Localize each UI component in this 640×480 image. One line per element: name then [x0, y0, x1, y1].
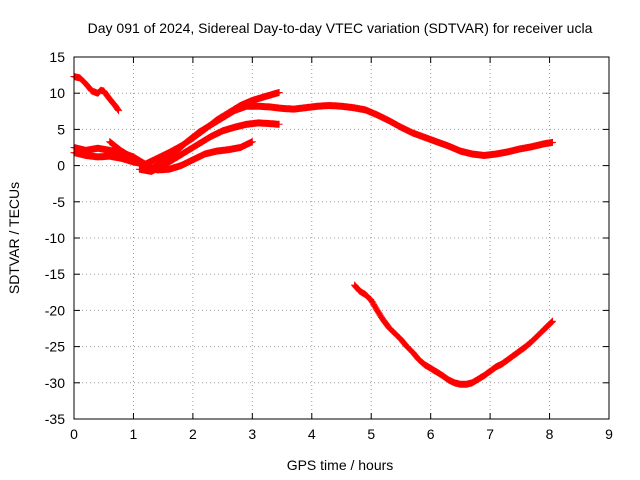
series-line — [73, 104, 553, 170]
y-tick-label: -5 — [53, 194, 66, 210]
y-tick-label: -15 — [45, 266, 65, 282]
x-tick-label: 9 — [605, 426, 613, 442]
x-tick-label: 0 — [70, 426, 78, 442]
grid-layer — [74, 57, 609, 419]
y-tick-label: -10 — [45, 230, 65, 246]
x-tick-label: 7 — [486, 426, 494, 442]
tick-layer: 0 1 2 3 4 5 6 7 8 9 15 10 5 0 -5 -10 -15 -20 -25 -30 -35 — [45, 49, 613, 442]
x-tick-label: 2 — [189, 426, 197, 442]
x-tick-label: 4 — [308, 426, 316, 442]
y-tick-label: 5 — [57, 121, 65, 137]
y-tick-label: -35 — [45, 411, 65, 427]
y-tick-label: -25 — [45, 339, 65, 355]
chart-title: Day 091 of 2024, Sidereal Day-to-day VTE… — [88, 20, 593, 36]
series-track-5 — [135, 119, 283, 175]
y-tick-label: -30 — [45, 375, 65, 391]
y-tick-label: 10 — [49, 85, 65, 101]
y-tick-label: -20 — [45, 302, 65, 318]
x-tick-label: 6 — [427, 426, 435, 442]
y-axis-label: SDTVAR / TECUs — [6, 182, 22, 294]
y-tick-label: 15 — [49, 49, 65, 65]
x-tick-label: 1 — [130, 426, 138, 442]
x-tick-label: 5 — [367, 426, 375, 442]
series-markers — [351, 281, 556, 388]
series-markers — [135, 119, 283, 175]
x-tick-label: 8 — [546, 426, 554, 442]
x-axis-label: GPS time / hours — [287, 457, 394, 473]
series-track-6 — [351, 281, 556, 388]
data-layer — [70, 73, 556, 388]
x-tick-label: 3 — [248, 426, 256, 442]
series-line — [353, 284, 554, 386]
y-tick-label: 0 — [57, 158, 65, 174]
